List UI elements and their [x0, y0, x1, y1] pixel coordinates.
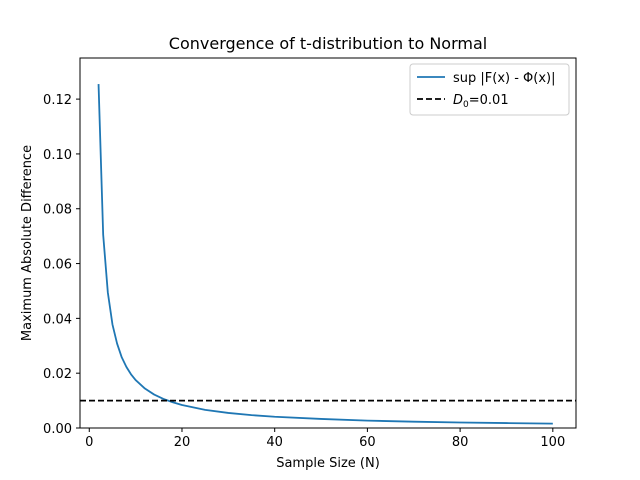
legend-box — [409, 63, 570, 116]
legend-d0-subscript: 0 — [463, 100, 469, 110]
y-tick-label: 0.04 — [43, 312, 72, 327]
y-tick-label: 0.00 — [43, 422, 72, 437]
y-ticks: 0.00 0.02 0.04 0.06 0.08 0.10 0.12 — [43, 93, 80, 437]
legend-label-sup: sup |F(x) - Φ(x)| — [453, 71, 556, 86]
chart-title: Convergence of t-distribution to Normal — [169, 34, 487, 53]
y-tick-label: 0.10 — [43, 148, 72, 163]
x-tick-label: 100 — [540, 435, 565, 450]
legend-d0-prefix: D — [453, 93, 463, 108]
x-ticks: 0 20 40 60 80 100 — [85, 428, 565, 450]
x-axis-label: Sample Size (N) — [276, 456, 380, 471]
x-tick-label: 0 — [85, 435, 93, 450]
y-tick-label: 0.08 — [43, 203, 72, 218]
plot-area: 0 20 40 60 80 100 0.00 0.02 0.04 0.06 0.08 0.10 0.1… — [43, 57, 577, 450]
y-tick-label: 0.06 — [43, 258, 72, 273]
legend-d0-suffix: =0.01 — [469, 93, 509, 108]
y-axis-label: Maximum Absolute Difference — [20, 145, 35, 341]
y-tick-label: 0.02 — [43, 367, 72, 382]
x-tick-label: 20 — [174, 435, 191, 450]
x-tick-label: 60 — [359, 435, 376, 450]
x-tick-label: 80 — [452, 435, 469, 450]
axes-frame — [79, 57, 577, 429]
series-line-sup — [97, 84, 553, 425]
legend-label-d0: D0=0.01 — [453, 93, 509, 110]
y-tick-label: 0.12 — [43, 93, 72, 108]
x-tick-label: 40 — [266, 435, 283, 450]
lines-group — [80, 84, 576, 425]
legend: sup |F(x) - Φ(x)| D0=0.01 — [409, 63, 570, 116]
